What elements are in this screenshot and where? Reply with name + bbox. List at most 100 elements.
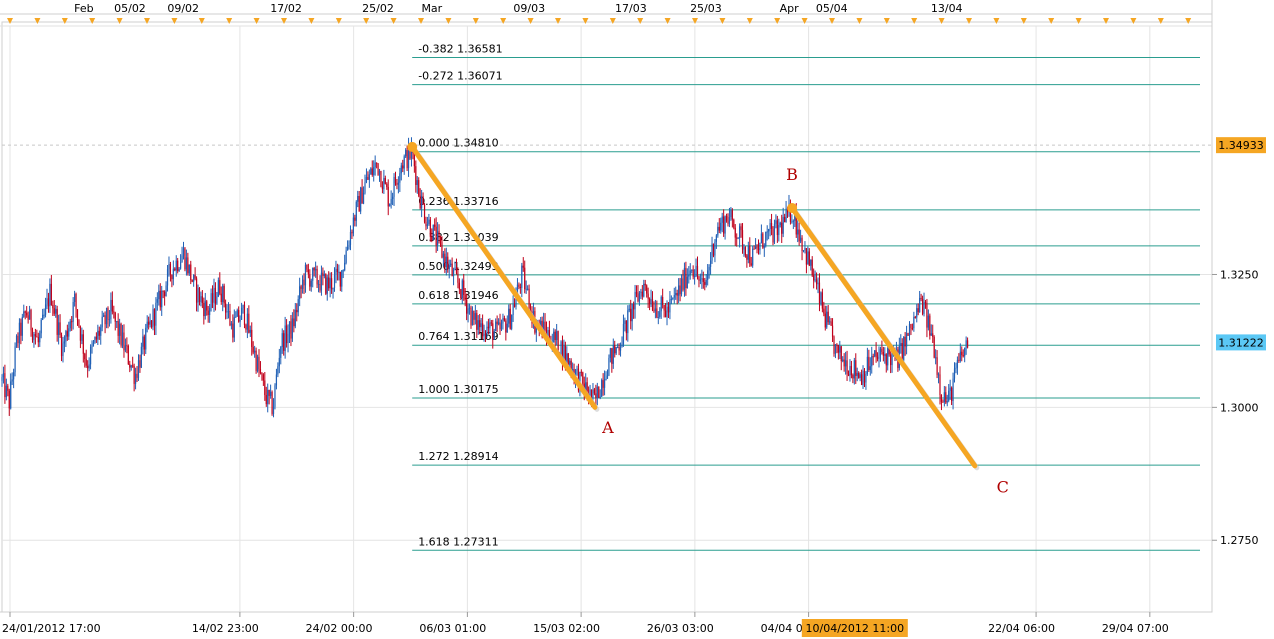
candle-body bbox=[104, 315, 106, 325]
candle-body bbox=[246, 313, 248, 330]
candle-body bbox=[103, 315, 105, 317]
y-tick-label-2: 1.2750 bbox=[1220, 534, 1259, 547]
price-tag-label-current: 1.31222 bbox=[1218, 336, 1264, 349]
candle-body bbox=[120, 323, 122, 346]
candle-body bbox=[784, 216, 786, 223]
top-date-label-7: 17/03 bbox=[615, 2, 647, 15]
candle-body bbox=[900, 343, 902, 346]
candle-body bbox=[158, 290, 160, 300]
candle-body bbox=[59, 322, 61, 336]
candle-body bbox=[319, 284, 321, 291]
candle-body bbox=[274, 385, 276, 407]
candle-body bbox=[688, 275, 690, 277]
candle-body bbox=[217, 280, 219, 297]
top-marker-icon bbox=[1103, 18, 1109, 24]
candle-body bbox=[236, 310, 238, 317]
candle-body bbox=[182, 248, 185, 256]
candle-body bbox=[331, 278, 333, 290]
candle-body bbox=[535, 325, 537, 333]
candle-body bbox=[249, 329, 251, 333]
candle-body bbox=[460, 289, 462, 299]
candle-body bbox=[614, 345, 616, 354]
candle-body bbox=[268, 389, 270, 396]
candle-body bbox=[168, 264, 170, 270]
top-marker-icon bbox=[609, 18, 616, 24]
candle-body bbox=[361, 187, 363, 204]
top-marker-icon bbox=[582, 18, 589, 24]
candle-body bbox=[323, 274, 325, 277]
candle-body bbox=[480, 323, 482, 328]
fib-label-0: -0.382 1.36581 bbox=[418, 43, 502, 56]
candle-body bbox=[879, 348, 882, 356]
top-marker-icon bbox=[856, 18, 863, 24]
candle-body bbox=[341, 270, 343, 287]
candle-body bbox=[686, 276, 688, 288]
candle-body bbox=[238, 310, 240, 322]
candle-body bbox=[117, 321, 119, 336]
candle-body bbox=[890, 354, 892, 366]
candle-body bbox=[101, 316, 103, 328]
candle-body bbox=[837, 344, 839, 353]
candle-body bbox=[746, 255, 748, 260]
candle-body bbox=[724, 216, 726, 234]
candle-body bbox=[630, 308, 632, 322]
candle-body bbox=[709, 260, 712, 267]
candle-body bbox=[123, 332, 125, 351]
candle-body bbox=[817, 282, 819, 285]
wave-label-b: B bbox=[786, 165, 798, 184]
candle-body bbox=[566, 353, 568, 362]
candle-body bbox=[207, 310, 209, 316]
top-date-label-5: Mar bbox=[421, 2, 442, 15]
candle-body bbox=[554, 331, 556, 341]
candle-body bbox=[936, 357, 938, 375]
candle-body bbox=[859, 374, 861, 378]
candle-body bbox=[622, 323, 625, 345]
candle-body bbox=[557, 331, 559, 354]
y-tick-label-0: 1.3250 bbox=[1220, 268, 1259, 281]
candle-body bbox=[17, 335, 19, 344]
candle-body bbox=[368, 174, 370, 180]
candle-body bbox=[782, 216, 784, 234]
candle-body bbox=[638, 292, 641, 302]
candle-body bbox=[281, 333, 283, 348]
candle-body bbox=[21, 316, 23, 336]
candle-body bbox=[137, 360, 140, 378]
candle-body bbox=[283, 333, 285, 351]
candle-body bbox=[365, 176, 368, 183]
candle-body bbox=[802, 250, 805, 252]
candle-body bbox=[524, 267, 526, 290]
top-marker-icon bbox=[281, 18, 287, 24]
candle-body bbox=[884, 354, 886, 356]
candle-body bbox=[670, 298, 672, 300]
candle-body bbox=[396, 183, 398, 185]
candle-body bbox=[951, 387, 953, 401]
candle-body bbox=[508, 308, 510, 324]
top-marker-icon bbox=[829, 18, 835, 24]
candle-body bbox=[937, 374, 940, 376]
candle-body bbox=[702, 278, 704, 282]
candle-body bbox=[482, 323, 484, 337]
candle-body bbox=[468, 307, 471, 309]
candle-body bbox=[736, 237, 738, 239]
candle-body bbox=[373, 167, 375, 176]
candle-body bbox=[711, 243, 713, 261]
candle-body bbox=[683, 267, 686, 290]
candle-body bbox=[204, 301, 206, 317]
candle-body bbox=[881, 348, 883, 352]
candle-body bbox=[473, 310, 475, 320]
candle-body bbox=[275, 374, 278, 386]
candle-body bbox=[464, 294, 466, 300]
candle-body bbox=[129, 364, 131, 368]
candle-body bbox=[804, 248, 806, 251]
candle-body bbox=[580, 371, 582, 373]
candle-body bbox=[492, 323, 494, 340]
candle-body bbox=[97, 330, 99, 340]
candle-body bbox=[908, 324, 911, 336]
candle-body bbox=[88, 364, 90, 369]
candle-body bbox=[714, 241, 716, 256]
candle-body bbox=[312, 267, 314, 281]
candle-body bbox=[431, 236, 433, 240]
candle-body bbox=[261, 373, 263, 375]
